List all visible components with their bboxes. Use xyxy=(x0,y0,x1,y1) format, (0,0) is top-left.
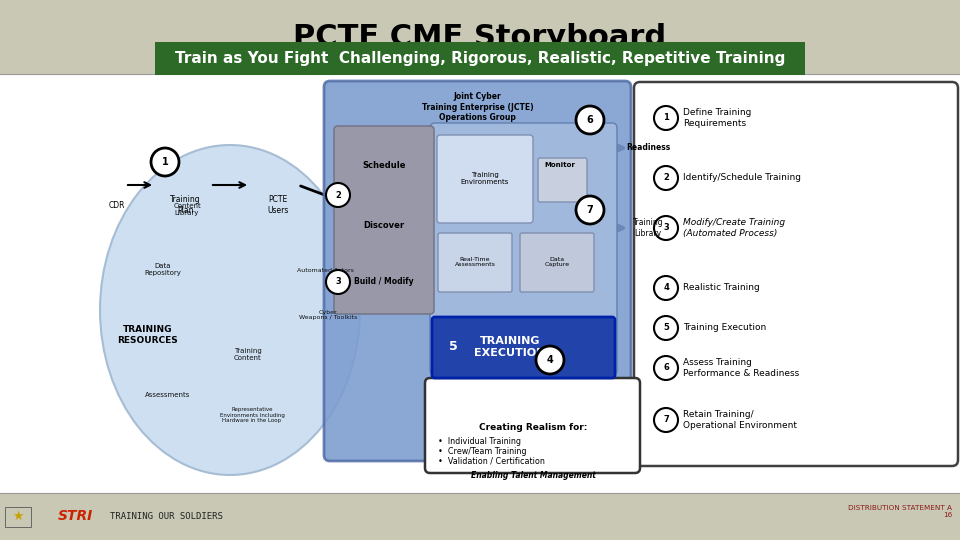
Circle shape xyxy=(576,106,604,134)
Text: 7: 7 xyxy=(587,205,593,215)
Text: Content
Library: Content Library xyxy=(173,204,201,217)
Circle shape xyxy=(654,276,678,300)
Circle shape xyxy=(654,356,678,380)
Bar xyxy=(5,507,31,526)
Text: Train as You Fight  Challenging, Rigorous, Realistic, Repetitive Training: Train as You Fight Challenging, Rigorous… xyxy=(175,51,785,66)
Text: PCTE CMF Storyboard: PCTE CMF Storyboard xyxy=(294,23,666,51)
Text: 6: 6 xyxy=(587,115,593,125)
Circle shape xyxy=(536,346,564,374)
FancyBboxPatch shape xyxy=(334,126,434,314)
Text: Assess Training
Performance & Readiness: Assess Training Performance & Readiness xyxy=(683,359,800,377)
Text: Assessments: Assessments xyxy=(145,392,191,398)
Text: Build / Modify: Build / Modify xyxy=(354,278,414,287)
Text: Creating Realism for:: Creating Realism for: xyxy=(479,422,588,431)
Circle shape xyxy=(654,316,678,340)
Text: Readiness: Readiness xyxy=(626,144,670,152)
FancyBboxPatch shape xyxy=(634,82,958,466)
Circle shape xyxy=(151,148,179,176)
Text: 2: 2 xyxy=(335,191,341,199)
Text: Monitor: Monitor xyxy=(544,162,575,168)
Text: Training
Content: Training Content xyxy=(234,348,262,361)
Text: Data
Capture: Data Capture xyxy=(544,256,569,267)
Text: 1: 1 xyxy=(663,113,669,123)
Circle shape xyxy=(654,106,678,130)
Text: Define Training
Requirements: Define Training Requirements xyxy=(683,109,752,127)
Text: TRAINING OUR SOLDIERS: TRAINING OUR SOLDIERS xyxy=(110,512,223,521)
Bar xyxy=(0,74,960,493)
Text: Automated Actors: Automated Actors xyxy=(297,267,353,273)
Text: 7: 7 xyxy=(663,415,669,424)
Text: 6: 6 xyxy=(663,363,669,373)
FancyBboxPatch shape xyxy=(538,158,587,202)
FancyBboxPatch shape xyxy=(437,135,533,223)
Text: 3: 3 xyxy=(335,278,341,287)
Text: Modify/Create Training
(Automated Process): Modify/Create Training (Automated Proces… xyxy=(683,218,785,238)
Circle shape xyxy=(326,183,350,207)
Text: 4: 4 xyxy=(663,284,669,293)
Text: Discover: Discover xyxy=(364,220,404,230)
Bar xyxy=(0,0,960,74)
Text: TRAINING
EXECUTION: TRAINING EXECUTION xyxy=(474,336,545,358)
FancyBboxPatch shape xyxy=(324,81,631,461)
Circle shape xyxy=(326,270,350,294)
Text: PCTE
Users: PCTE Users xyxy=(267,195,289,215)
Text: 4: 4 xyxy=(546,355,553,365)
Text: •  Validation / Certification: • Validation / Certification xyxy=(438,456,545,465)
FancyBboxPatch shape xyxy=(430,123,617,375)
Text: Retain Training/
Operational Environment: Retain Training/ Operational Environment xyxy=(683,410,797,430)
Text: Identify/Schedule Training: Identify/Schedule Training xyxy=(683,173,801,183)
Text: DISTRIBUTION STATEMENT A
16: DISTRIBUTION STATEMENT A 16 xyxy=(848,505,952,518)
Text: 1: 1 xyxy=(161,157,168,167)
Text: Joint Cyber
Training Enterprise (JCTE)
Operations Group: Joint Cyber Training Enterprise (JCTE) O… xyxy=(421,92,534,122)
Ellipse shape xyxy=(100,145,360,475)
Text: STRI: STRI xyxy=(58,510,93,523)
Text: •  Crew/Team Training: • Crew/Team Training xyxy=(438,447,526,456)
FancyBboxPatch shape xyxy=(438,233,512,292)
Text: Enabling Talent Management: Enabling Talent Management xyxy=(470,470,595,480)
Text: Data
Repository: Data Repository xyxy=(145,264,181,276)
FancyBboxPatch shape xyxy=(425,378,640,473)
Bar xyxy=(155,42,805,75)
Text: TRAINING
RESOURCES: TRAINING RESOURCES xyxy=(118,325,179,345)
Text: •  Individual Training: • Individual Training xyxy=(438,436,521,446)
Bar xyxy=(0,493,960,540)
Text: 5: 5 xyxy=(663,323,669,333)
Text: Realistic Training: Realistic Training xyxy=(683,284,759,293)
Text: Training Execution: Training Execution xyxy=(683,323,766,333)
Text: Training
Plan: Training Plan xyxy=(170,195,201,215)
Text: Real-Time
Assessments: Real-Time Assessments xyxy=(455,256,495,267)
Text: Representative
Environments Including
Hardware in the Loop: Representative Environments Including Ha… xyxy=(220,407,284,423)
Text: Training
Library: Training Library xyxy=(633,218,663,238)
FancyBboxPatch shape xyxy=(520,233,594,292)
Circle shape xyxy=(576,196,604,224)
Text: ★: ★ xyxy=(12,510,24,523)
Text: 5: 5 xyxy=(448,341,457,354)
FancyBboxPatch shape xyxy=(432,317,615,378)
Circle shape xyxy=(654,408,678,432)
Text: Cyber
Weapons / Toolkits: Cyber Weapons / Toolkits xyxy=(299,309,357,320)
Text: CDR: CDR xyxy=(108,200,125,210)
Text: 3: 3 xyxy=(663,224,669,233)
Text: 2: 2 xyxy=(663,173,669,183)
Text: Training
Environments: Training Environments xyxy=(461,172,509,186)
Text: Schedule: Schedule xyxy=(362,160,406,170)
Circle shape xyxy=(654,216,678,240)
Circle shape xyxy=(654,166,678,190)
